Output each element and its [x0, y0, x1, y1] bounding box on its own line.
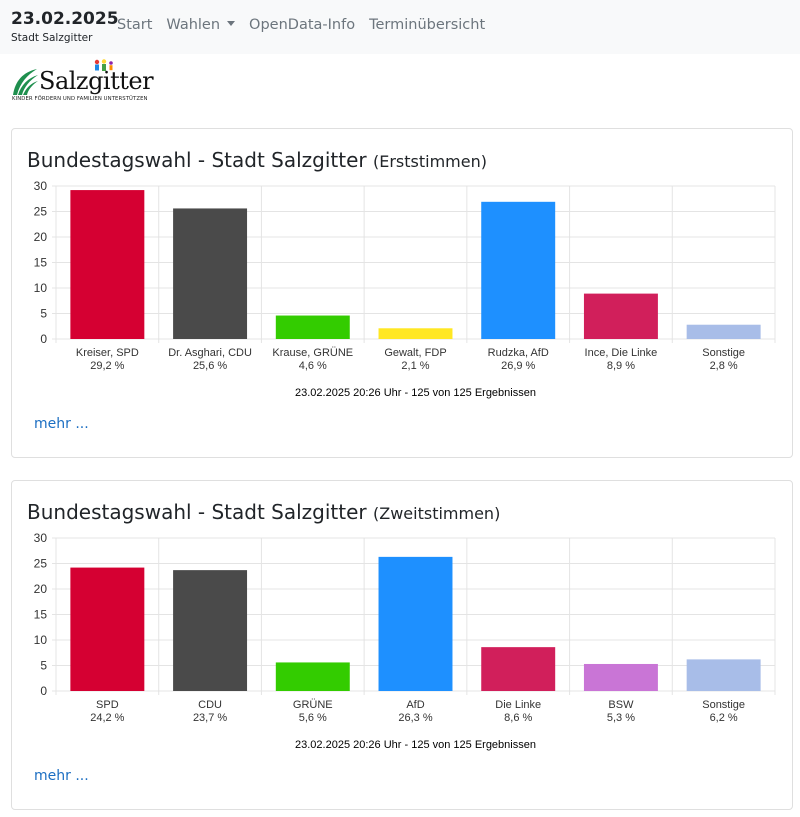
- y-tick-label: 25: [34, 205, 48, 219]
- bar: [378, 556, 453, 691]
- y-tick-label: 25: [34, 557, 48, 571]
- bar: [481, 647, 556, 691]
- x-tick-label: Dr. Asghari, CDU: [168, 347, 252, 359]
- x-tick-label: BSW: [608, 699, 634, 711]
- brand-subtitle: Stadt Salzgitter: [11, 32, 93, 44]
- chart-footer: 23.02.2025 20:26 Uhr - 125 von 125 Ergeb…: [295, 739, 536, 751]
- bar: [173, 208, 248, 339]
- leaf-swoosh-icon: [13, 69, 38, 95]
- value-label: 24,2 %: [90, 712, 124, 724]
- x-tick-label: Rudzka, AfD: [488, 347, 549, 359]
- card-title-main: Bundestagswahl - Stadt Salzgitter: [27, 500, 367, 524]
- card-title-main: Bundestagswahl - Stadt Salzgitter: [27, 148, 367, 172]
- bar: [70, 190, 145, 339]
- card-title-sub: (Erststimmen): [373, 152, 487, 171]
- value-label: 26,9 %: [501, 360, 535, 372]
- chevron-down-icon: [227, 21, 236, 26]
- y-tick-label: 10: [34, 633, 48, 647]
- y-tick-label: 15: [34, 256, 48, 270]
- x-tick-label: Kreiser, SPD: [76, 347, 139, 359]
- y-tick-label: 20: [34, 230, 48, 244]
- x-tick-label: Sonstige: [702, 699, 745, 711]
- value-label: 2,1 %: [401, 360, 429, 372]
- bar: [378, 328, 453, 339]
- x-tick-label: Die Linke: [495, 699, 541, 711]
- bar: [686, 659, 761, 691]
- y-tick-label: 30: [34, 531, 48, 545]
- bar: [686, 324, 761, 339]
- y-tick-label: 5: [40, 659, 47, 673]
- value-label: 5,3 %: [607, 712, 635, 724]
- nav-opendata-info[interactable]: OpenData-Info: [249, 17, 356, 33]
- y-tick-label: 15: [34, 608, 48, 622]
- logo-tagline: KINDER FÖRDERN UND FAMILIEN UNTERSTÜTZEN: [12, 96, 148, 102]
- value-label: 6,2 %: [710, 712, 738, 724]
- top-navbar: 23.02.2025 Stadt Salzgitter Start Wahlen…: [0, 0, 800, 54]
- navbar-brand[interactable]: 23.02.2025 Stadt Salzgitter: [11, 8, 119, 45]
- nav-start[interactable]: Start: [117, 17, 153, 33]
- card-title: Bundestagswahl - Stadt Salzgitter (Zweit…: [27, 499, 500, 527]
- more-link[interactable]: mehr ...: [34, 768, 89, 784]
- bar: [275, 662, 350, 691]
- x-tick-label: AfD: [406, 699, 424, 711]
- bar: [173, 570, 248, 691]
- family-figures-icon: [94, 59, 113, 71]
- nav-wahlen-dropdown[interactable]: Wahlen: [166, 16, 236, 34]
- card-title: Bundestagswahl - Stadt Salzgitter (Ersts…: [27, 147, 487, 175]
- y-tick-label: 10: [34, 281, 48, 295]
- salzgitter-logo[interactable]: Salzgitter KINDER FÖRDERN UND FAMILIEN U…: [11, 59, 154, 107]
- bar: [583, 663, 658, 691]
- result-card-zweitstimmen: Bundestagswahl - Stadt Salzgitter (Zweit…: [11, 480, 793, 810]
- nav-terminuebersicht[interactable]: Terminübersicht: [369, 17, 486, 33]
- bar: [275, 315, 350, 339]
- bar: [70, 567, 145, 691]
- value-label: 2,8 %: [710, 360, 738, 372]
- x-tick-label: Sonstige: [702, 347, 745, 359]
- main-nav: Start Wahlen OpenData-Info Terminübersic…: [117, 16, 499, 34]
- value-label: 26,3 %: [398, 712, 432, 724]
- more-link[interactable]: mehr ...: [34, 416, 89, 432]
- brand-date: 23.02.2025: [11, 9, 119, 29]
- y-tick-label: 30: [34, 179, 48, 193]
- x-tick-label: GRÜNE: [293, 699, 333, 711]
- value-label: 25,6 %: [193, 360, 227, 372]
- y-tick-label: 0: [40, 684, 47, 698]
- x-tick-label: Ince, Die Linke: [585, 347, 658, 359]
- result-card-erststimmen: Bundestagswahl - Stadt Salzgitter (Ersts…: [11, 128, 793, 458]
- y-tick-label: 0: [40, 332, 47, 346]
- value-label: 8,9 %: [607, 360, 635, 372]
- bar: [481, 201, 556, 339]
- logo-wordmark: Salzgitter: [39, 67, 154, 95]
- chart-footer: 23.02.2025 20:26 Uhr - 125 von 125 Ergeb…: [295, 387, 536, 399]
- value-label: 4,6 %: [299, 360, 327, 372]
- nav-wahlen-label: Wahlen: [166, 17, 221, 33]
- value-label: 5,6 %: [299, 712, 327, 724]
- x-tick-label: Krause, GRÜNE: [272, 347, 353, 359]
- x-tick-label: Gewalt, FDP: [384, 347, 446, 359]
- value-label: 23,7 %: [193, 712, 227, 724]
- value-label: 29,2 %: [90, 360, 124, 372]
- x-tick-label: CDU: [198, 699, 222, 711]
- x-tick-label: SPD: [96, 699, 119, 711]
- y-tick-label: 5: [40, 307, 47, 321]
- card-title-sub: (Zweitstimmen): [373, 504, 501, 523]
- bar: [583, 293, 658, 339]
- value-label: 8,6 %: [504, 712, 532, 724]
- y-tick-label: 20: [34, 582, 48, 596]
